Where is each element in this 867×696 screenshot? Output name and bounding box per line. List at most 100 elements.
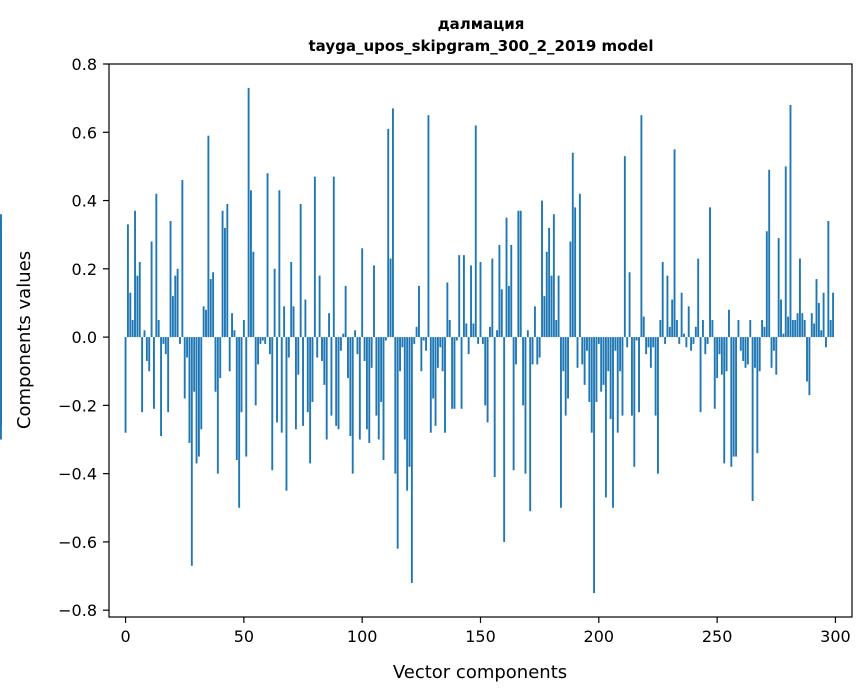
y-tick-label: 0.4 <box>72 192 97 211</box>
bar-component-196 <box>588 337 591 402</box>
bar-component-111 <box>387 128 390 338</box>
bar-component-220 <box>645 337 648 355</box>
x-tick-label: 100 <box>347 627 378 646</box>
bar-component-174 <box>536 337 539 365</box>
bar-component-185 <box>562 337 565 372</box>
bar-component-298 <box>829 320 832 338</box>
bar-component-278 <box>782 333 785 338</box>
bar-component-138 <box>451 337 454 409</box>
bar-component-59 <box>264 337 267 344</box>
bar-component-40 <box>219 337 222 379</box>
bar-component-273 <box>770 337 773 368</box>
bar-component-142 <box>460 337 463 409</box>
bar-component-109 <box>382 337 385 460</box>
bar-component-120 <box>408 337 411 467</box>
bar-component-216 <box>635 337 638 341</box>
bar-component-38 <box>214 337 217 392</box>
bar-component-257 <box>732 337 735 457</box>
bar-component-253 <box>723 337 726 464</box>
bar-component-22 <box>176 268 179 338</box>
bar-component-2 <box>129 292 132 338</box>
bar-component-144 <box>465 323 468 338</box>
bar-component-24 <box>181 180 184 338</box>
bar-component-15 <box>160 337 162 437</box>
bar-component-62 <box>271 337 274 471</box>
bar-component-225 <box>657 337 659 474</box>
bar-component-91 <box>339 337 342 351</box>
bar-component-215 <box>633 337 636 467</box>
bar-component-92 <box>342 333 345 338</box>
bar-component-60 <box>266 173 269 338</box>
bar-component-271 <box>765 231 768 338</box>
bar-component-164 <box>512 337 515 471</box>
bar-component-158 <box>498 244 501 338</box>
bar-component-182 <box>555 320 558 338</box>
bar-component-209 <box>619 337 622 372</box>
bar-component-149 <box>477 337 480 344</box>
y-tick-label: 0.6 <box>72 123 97 142</box>
bar-component-226 <box>659 320 662 338</box>
bar-component-150 <box>479 261 482 338</box>
bar-component-201 <box>600 337 603 392</box>
bar-component-39 <box>216 337 219 474</box>
bar-component-154 <box>489 326 491 338</box>
bar-component-66 <box>280 337 283 433</box>
bar-component-5 <box>136 275 139 338</box>
bar-component-122 <box>413 337 416 344</box>
y-tick-label: 0.0 <box>72 328 97 347</box>
chart-title: далмация <box>438 15 525 33</box>
bar-component-229 <box>666 275 669 338</box>
bar-component-30 <box>195 337 198 464</box>
bar-component-67 <box>283 306 286 338</box>
bar-component-13 <box>155 193 158 338</box>
bar-component-32 <box>200 337 203 430</box>
bar-component-42 <box>224 227 226 338</box>
bar-component-198 <box>593 337 596 594</box>
bar-component-249 <box>713 337 716 409</box>
bar-component-170 <box>526 330 529 338</box>
bar-component-230 <box>668 326 671 338</box>
bar-component-87 <box>330 337 333 416</box>
bar-component-113 <box>392 108 394 338</box>
bar-component-undefined <box>0 214 2 338</box>
bar-component-116 <box>399 337 401 372</box>
bar-component-26 <box>186 337 189 358</box>
bar-component-126 <box>422 337 425 341</box>
bar-component-51 <box>245 337 248 457</box>
bar-component-155 <box>491 258 494 338</box>
bar-component-117 <box>401 337 404 348</box>
bar-component-99 <box>358 337 361 440</box>
bar-component-288 <box>806 337 808 382</box>
bar-component-81 <box>316 337 319 358</box>
bar-component-246 <box>706 337 709 344</box>
bar-component-112 <box>389 258 392 338</box>
bar-component-238 <box>687 306 690 338</box>
bar-component-247 <box>709 207 711 338</box>
y-tick-label: −0.8 <box>58 601 97 620</box>
bar-component-58 <box>261 337 264 341</box>
bar-component-28 <box>190 337 193 566</box>
bar-component-133 <box>439 337 442 348</box>
bar-component-276 <box>777 238 780 338</box>
bar-component-281 <box>789 104 792 338</box>
bar-component-77 <box>306 337 309 413</box>
bar-component-105 <box>373 265 375 338</box>
bar-component-222 <box>649 337 652 368</box>
bar-component-284 <box>796 313 799 338</box>
bar-component-61 <box>268 337 271 355</box>
x-tick-label: 150 <box>465 627 496 646</box>
bar-component-110 <box>384 337 387 341</box>
x-tick-label: 50 <box>234 627 254 646</box>
bar-component-16 <box>162 337 165 344</box>
bar-component-89 <box>335 337 338 426</box>
bar-component-193 <box>581 337 584 365</box>
bar-component-280 <box>787 316 790 338</box>
bar-component-210 <box>621 337 624 416</box>
bar-component-256 <box>730 337 733 467</box>
bar-component-187 <box>567 337 569 399</box>
bar-component-35 <box>207 135 210 338</box>
bar-component-102 <box>365 337 368 430</box>
bar-component-254 <box>725 337 728 372</box>
bar-component-285 <box>799 258 801 338</box>
bar-component-227 <box>661 261 664 338</box>
